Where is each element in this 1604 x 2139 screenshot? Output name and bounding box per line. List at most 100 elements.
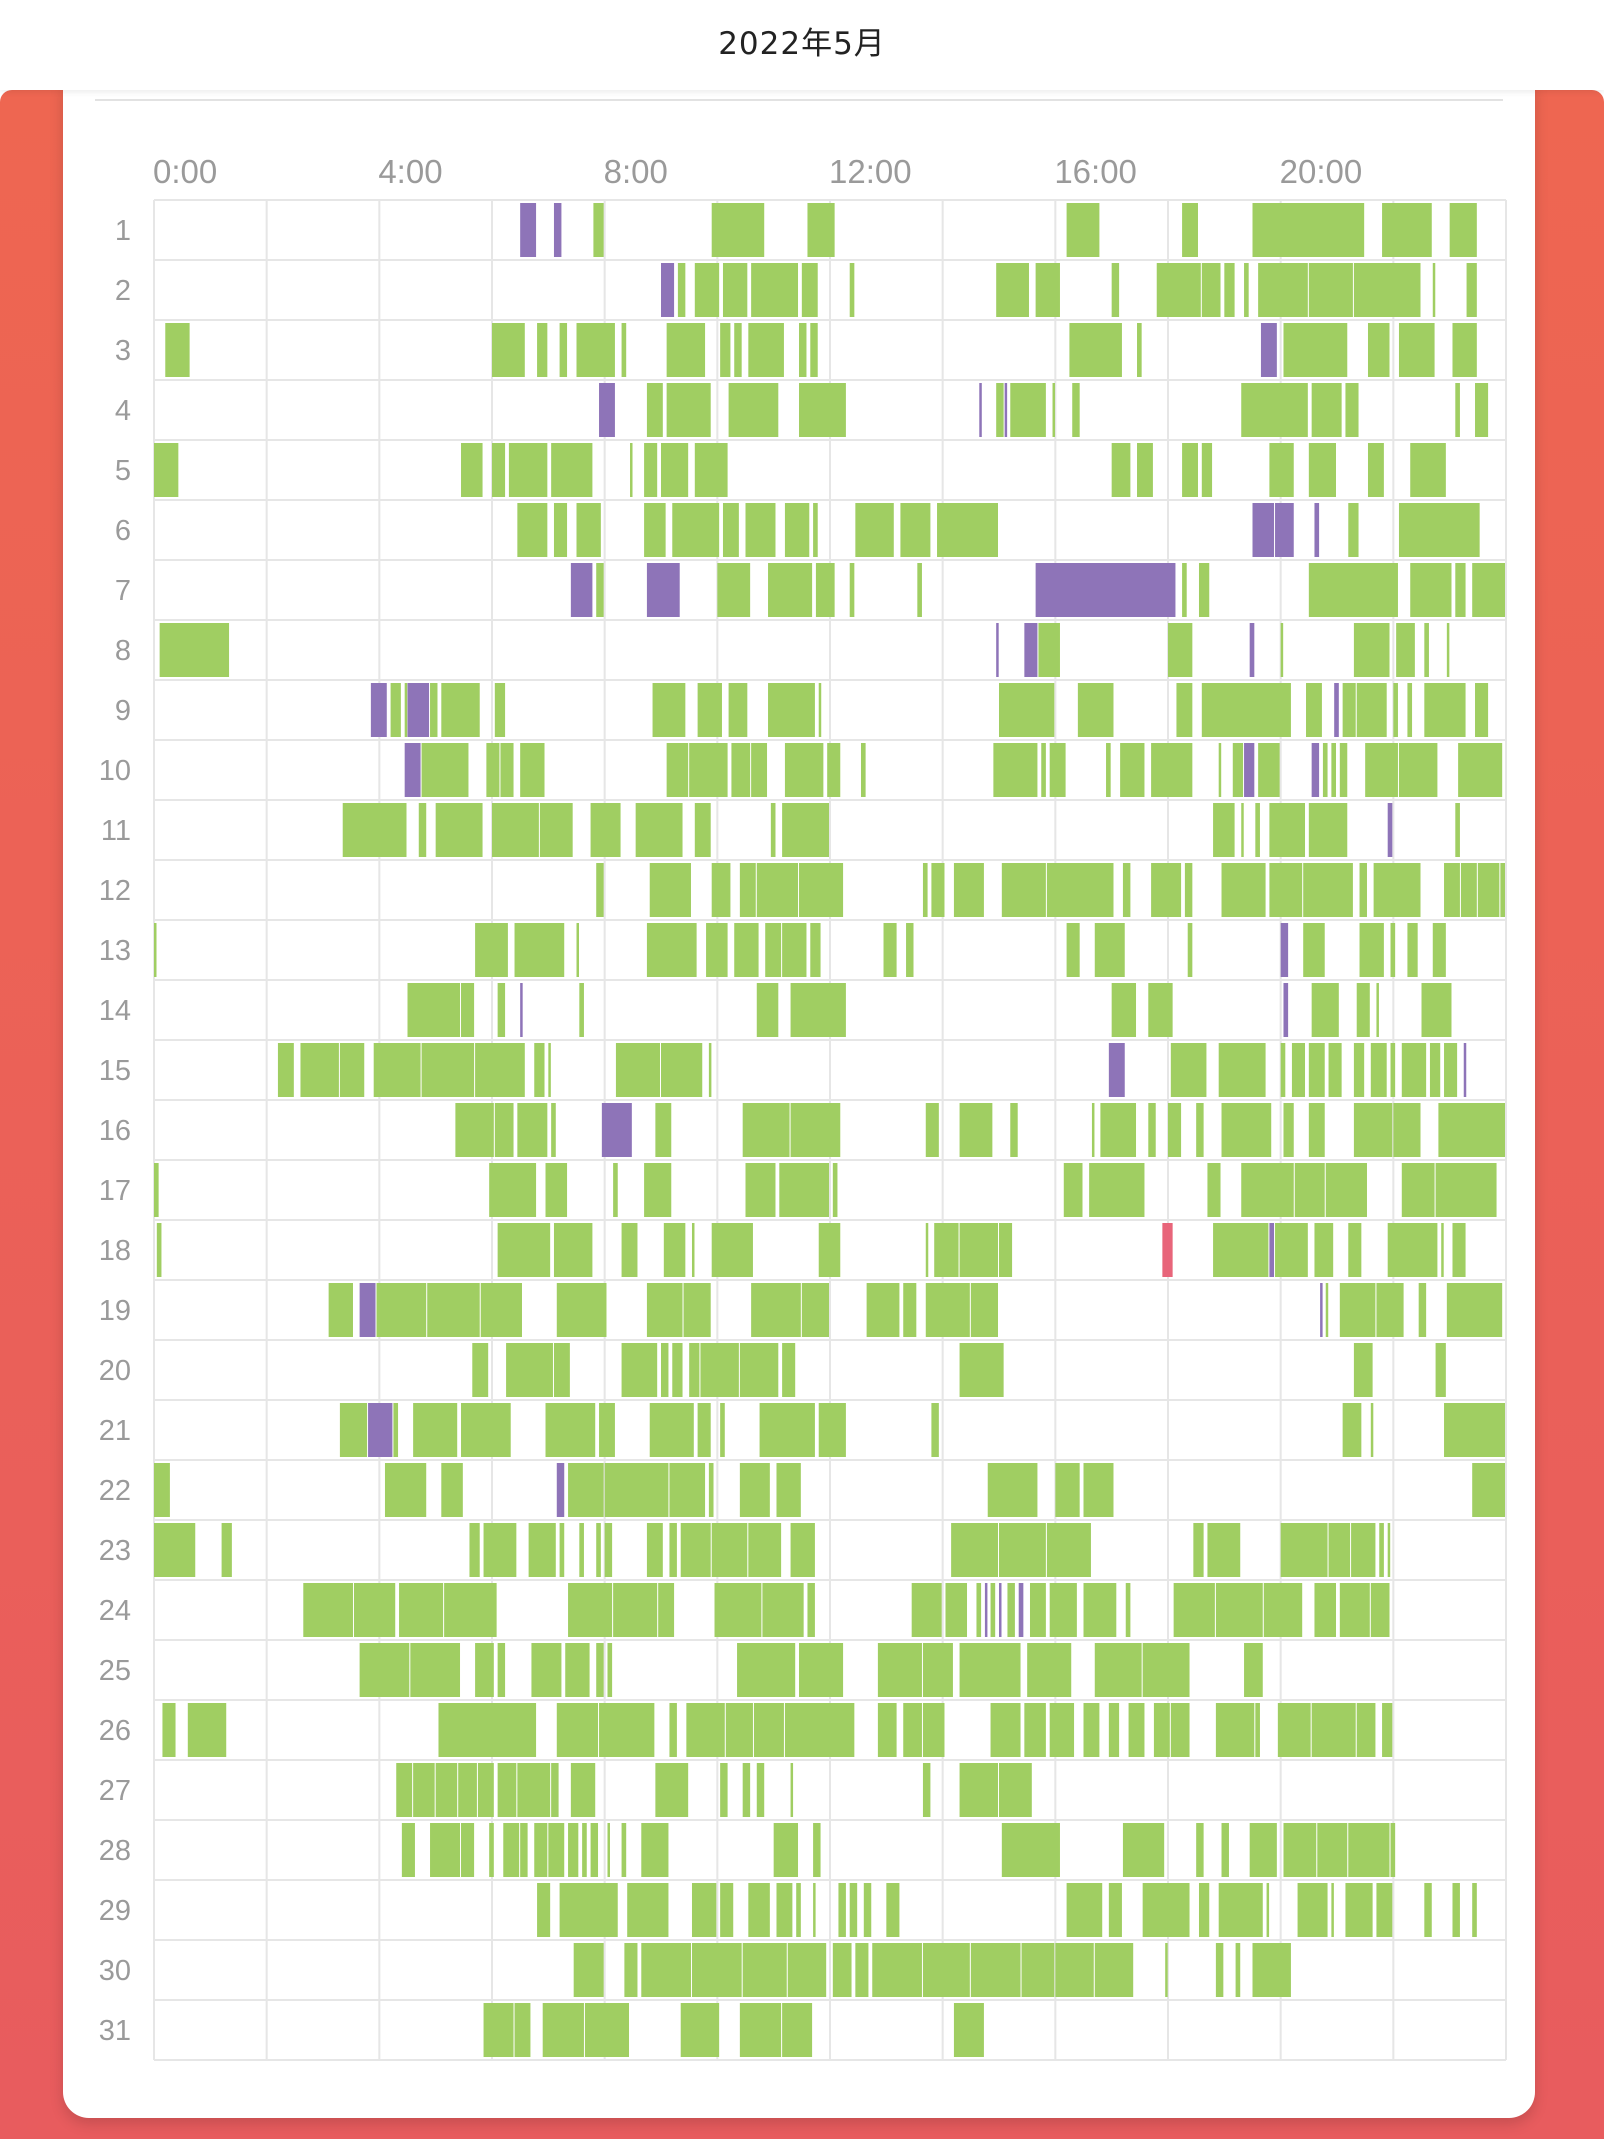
row-label: 11 xyxy=(101,815,131,847)
activity-bar xyxy=(1035,263,1060,317)
activity-bar xyxy=(748,323,784,377)
activity-bar xyxy=(1460,863,1477,917)
activity-bar xyxy=(1458,743,1503,797)
activity-bar xyxy=(1151,863,1182,917)
activity-bar xyxy=(1438,1103,1505,1157)
activity-bar xyxy=(506,1343,553,1397)
activity-bar xyxy=(1432,263,1436,317)
activity-bar xyxy=(1370,1583,1390,1637)
activity-bar xyxy=(959,1343,1004,1397)
activity-bar xyxy=(607,1643,613,1697)
activity-bar xyxy=(1345,1883,1373,1937)
activity-bar xyxy=(370,683,387,737)
activity-bar xyxy=(489,1823,494,1877)
activity-bar xyxy=(1182,443,1198,497)
activity-bar xyxy=(903,1703,922,1757)
activity-bar xyxy=(1029,1583,1046,1637)
activity-bar xyxy=(672,503,720,557)
row-label: 4 xyxy=(115,395,131,427)
activity-bar xyxy=(404,683,408,737)
activity-bar xyxy=(494,683,506,737)
activity-bar xyxy=(300,1043,339,1097)
activity-bar xyxy=(953,863,984,917)
activity-bar xyxy=(1472,1883,1477,1937)
activity-bar xyxy=(860,743,866,797)
activity-bar xyxy=(568,1463,604,1517)
activity-bar xyxy=(303,1583,353,1637)
activity-bar xyxy=(700,1343,739,1397)
row-label: 23 xyxy=(99,1535,131,1567)
activity-bar xyxy=(697,683,722,737)
activity-bar xyxy=(691,1943,742,1997)
activity-bar xyxy=(959,1103,993,1157)
x-tick-label: 8:00 xyxy=(604,153,668,190)
activity-bar xyxy=(661,263,675,317)
activity-bar xyxy=(568,1583,613,1637)
activity-bar xyxy=(154,1163,159,1217)
activity-bar xyxy=(813,1883,816,1937)
activity-bar xyxy=(644,1163,672,1217)
activity-bar xyxy=(1398,743,1438,797)
activity-bar xyxy=(1241,803,1244,857)
activity-bar xyxy=(711,1223,753,1277)
activity-bar xyxy=(691,1883,717,1937)
activity-bar xyxy=(683,1283,711,1337)
activity-bar xyxy=(1308,1103,1325,1157)
activity-bar xyxy=(720,1403,725,1457)
activity-bar xyxy=(461,1403,511,1457)
activity-bar xyxy=(722,503,739,557)
activity-bar xyxy=(596,1523,601,1577)
activity-bar xyxy=(599,1403,615,1457)
activity-bar xyxy=(1387,1523,1391,1577)
activity-bar xyxy=(903,1283,917,1337)
activity-bar xyxy=(1215,1703,1255,1757)
activity-bar xyxy=(489,1163,537,1217)
activity-bar xyxy=(872,1943,922,1997)
activity-bar xyxy=(435,803,483,857)
activity-bar xyxy=(1046,1523,1091,1577)
activity-bar xyxy=(661,443,689,497)
activity-bar xyxy=(604,1523,613,1577)
activity-bar xyxy=(979,383,982,437)
activity-bar xyxy=(461,443,483,497)
activity-bar xyxy=(1198,1883,1210,1937)
activity-bar xyxy=(576,323,615,377)
activity-bar xyxy=(765,923,782,977)
activity-bar xyxy=(1382,203,1432,257)
activity-bar xyxy=(1424,623,1429,677)
activity-bar xyxy=(739,1463,770,1517)
activity-bar xyxy=(1421,983,1452,1037)
activity-bar xyxy=(714,1583,762,1637)
activity-bar xyxy=(1182,563,1187,617)
activity-bar xyxy=(776,1463,801,1517)
activity-bar xyxy=(477,1763,494,1817)
activity-bar xyxy=(1345,383,1359,437)
activity-bar xyxy=(500,743,514,797)
activity-bar xyxy=(911,1583,942,1637)
activity-bar xyxy=(497,983,506,1037)
activity-bar xyxy=(376,1283,427,1337)
activity-bar xyxy=(1213,803,1235,857)
activity-bar xyxy=(1235,1943,1241,1997)
activity-bar xyxy=(1322,743,1328,797)
activity-bar xyxy=(1108,1043,1125,1097)
activity-bar xyxy=(790,1523,815,1577)
activity-bar xyxy=(784,503,810,557)
activity-bar xyxy=(748,1523,782,1577)
activity-bar xyxy=(1269,803,1306,857)
activity-bar xyxy=(1201,443,1213,497)
activity-bar xyxy=(742,1943,787,1997)
header-bar: 2022年5月 xyxy=(0,0,1604,90)
activity-bar xyxy=(1393,1103,1421,1157)
activity-bar xyxy=(1376,1883,1393,1937)
activity-bar xyxy=(1255,1703,1260,1757)
activity-bar xyxy=(1055,1463,1080,1517)
activity-bar xyxy=(1328,1043,1342,1097)
activity-bar xyxy=(646,1283,683,1337)
activity-bar xyxy=(1176,683,1193,737)
activity-bar xyxy=(537,323,548,377)
activity-bar xyxy=(1393,683,1398,737)
activity-bar xyxy=(784,1703,838,1757)
activity-bar xyxy=(646,923,697,977)
activity-bar xyxy=(1390,1043,1396,1097)
